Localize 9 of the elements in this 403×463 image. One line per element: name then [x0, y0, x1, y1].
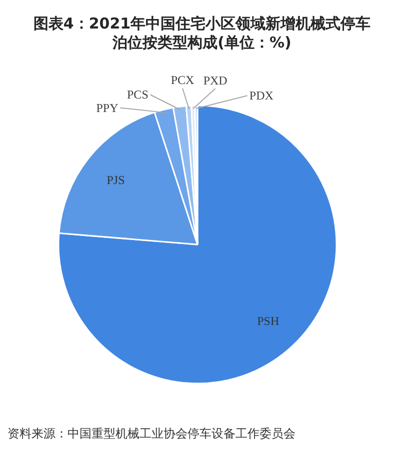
slice-label: PSH — [257, 314, 280, 328]
slice-label: PDX — [249, 88, 274, 103]
slice-label: PCS — [127, 88, 148, 102]
chart-title: 图表4：2021年中国住宅小区领域新增机械式停车泊位按类型构成(单位：%) — [33, 14, 371, 52]
slice-label: PXD — [203, 74, 228, 88]
slice-label: PCX — [170, 73, 195, 88]
slice-label: PJS — [106, 172, 125, 187]
slice-label: PPY — [96, 100, 119, 115]
text: 资料来源：中国重型机械工业协会停车设备工作委员会 — [8, 426, 296, 440]
